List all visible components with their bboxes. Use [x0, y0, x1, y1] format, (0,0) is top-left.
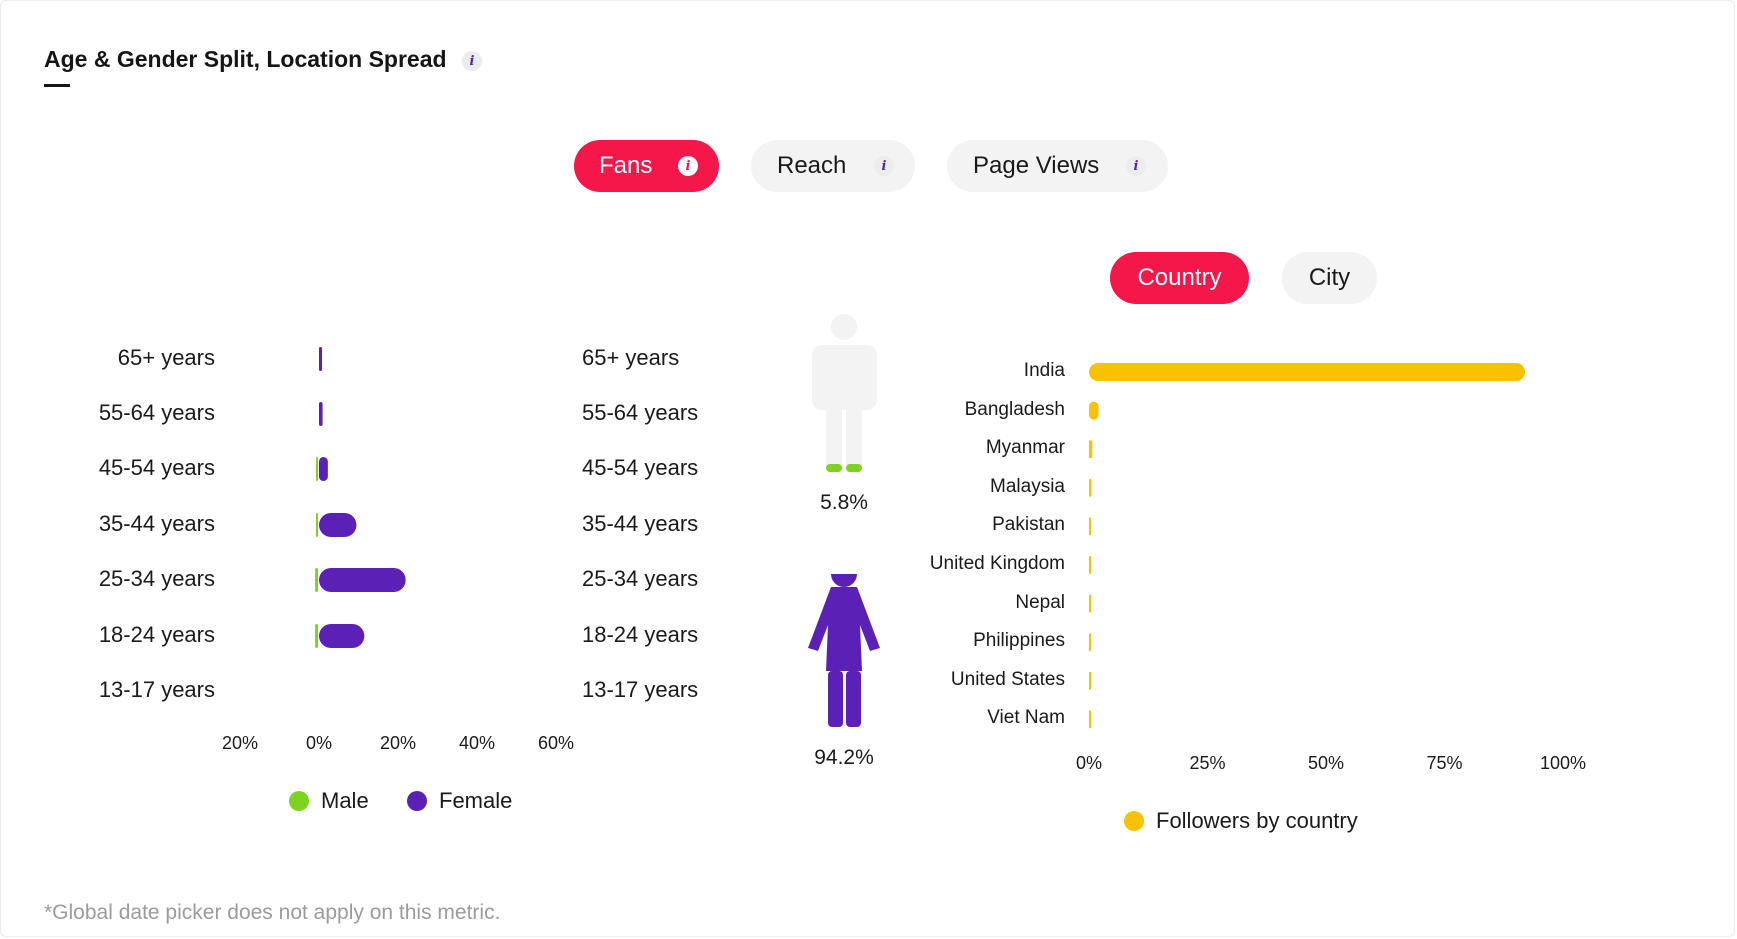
country-legend-dot — [1124, 811, 1144, 831]
country-axis-tick: 0% — [1075, 753, 1103, 773]
country-bar[interactable] — [1089, 401, 1099, 420]
male-figure-icon — [812, 314, 877, 472]
age-label-right: 65+ years — [582, 345, 680, 370]
country-bar[interactable] — [1089, 633, 1091, 652]
tab-country-label: Country — [1137, 264, 1222, 291]
female-percentage: 94.2% — [814, 746, 874, 769]
country-bar[interactable] — [1089, 556, 1091, 574]
age-axis-tick: 20% — [221, 733, 259, 753]
female-bar[interactable] — [319, 402, 323, 426]
male-legend-dot — [289, 791, 309, 811]
age-axis-tick: 40% — [458, 733, 496, 753]
male-bar[interactable] — [316, 457, 318, 481]
tab-country[interactable]: Country — [1110, 252, 1249, 304]
male-bar[interactable] — [316, 513, 318, 537]
male-percentage: 5.8% — [820, 491, 868, 514]
tab-page-views[interactable]: Page Views i — [947, 140, 1168, 192]
age-label-right: 35-44 years — [582, 511, 699, 536]
card-title: Age & Gender Split, Location Spread — [44, 46, 447, 72]
female-figure-icon — [808, 574, 880, 727]
tab-reach[interactable]: Reach i — [751, 140, 915, 192]
legend-country-label: Followers by country — [1156, 808, 1358, 833]
age-gender-bars — [315, 347, 406, 648]
country-label: Philippines — [973, 630, 1065, 652]
country-axis-tick: 50% — [1307, 753, 1345, 773]
tab-fans[interactable]: Fans i — [574, 140, 719, 192]
legend-female: Female — [407, 788, 512, 814]
title-info-icon[interactable]: i — [462, 51, 482, 71]
country-label: Nepal — [1015, 591, 1065, 613]
country-label: Bangladesh — [964, 398, 1065, 420]
country-label: United Kingdom — [929, 553, 1065, 574]
age-label-left: 13-17 years — [98, 677, 215, 702]
age-axis-tick: 60% — [537, 733, 575, 753]
male-bar[interactable] — [315, 624, 318, 648]
tab-city[interactable]: City — [1282, 252, 1377, 304]
title-underline — [44, 84, 70, 87]
tab-city-label: City — [1308, 264, 1351, 291]
country-bar[interactable] — [1089, 440, 1093, 459]
female-bar[interactable] — [319, 513, 357, 537]
country-bar[interactable] — [1089, 594, 1091, 613]
age-label-right: 13-17 years — [582, 677, 699, 702]
female-bar[interactable] — [319, 457, 328, 481]
tab-fans-label: Fans — [599, 152, 653, 179]
female-legend-dot — [407, 791, 427, 811]
age-label-left: 25-34 years — [98, 566, 215, 591]
legend-female-label: Female — [439, 788, 513, 813]
country-label: Malaysia — [990, 475, 1065, 497]
country-bar[interactable] — [1089, 710, 1091, 729]
country-axis-tick: 100% — [1539, 753, 1587, 773]
country-bar[interactable] — [1089, 478, 1092, 497]
fans-info-icon[interactable]: i — [678, 156, 698, 176]
age-label-right: 45-54 years — [582, 455, 699, 480]
tab-reach-label: Reach — [777, 152, 847, 179]
age-axis-tick: 0% — [305, 733, 333, 753]
age-label-left: 55-64 years — [98, 400, 215, 425]
age-label-right: 25-34 years — [582, 566, 699, 591]
female-bar[interactable] — [319, 347, 322, 371]
country-label: India — [1023, 360, 1065, 381]
country-bar[interactable] — [1089, 671, 1091, 690]
tab-page-views-label: Page Views — [973, 152, 1100, 179]
page-views-info-icon[interactable]: i — [1126, 156, 1146, 176]
age-label-left: 65+ years — [117, 345, 215, 370]
country-label: Viet Nam — [987, 707, 1065, 729]
age-axis-tick: 20% — [379, 733, 417, 753]
legend-male-label: Male — [321, 788, 369, 813]
country-bar[interactable] — [1089, 363, 1526, 381]
country-label: Pakistan — [992, 514, 1065, 536]
age-label-right: 18-24 years — [582, 622, 699, 647]
footnote: *Global date picker does not apply on th… — [44, 901, 501, 924]
country-axis-tick: 25% — [1189, 753, 1226, 773]
legend-male: Male — [289, 788, 369, 814]
female-bar[interactable] — [319, 624, 365, 648]
country-label: Myanmar — [985, 437, 1065, 459]
age-label-left: 18-24 years — [98, 622, 215, 647]
male-bar[interactable] — [315, 568, 318, 592]
reach-info-icon[interactable]: i — [874, 156, 894, 176]
age-label-left: 35-44 years — [98, 511, 215, 536]
country-bars — [1089, 363, 1526, 729]
age-label-left: 45-54 years — [98, 455, 215, 480]
country-axis-tick: 75% — [1426, 753, 1463, 773]
female-bar[interactable] — [319, 568, 406, 592]
country-bar[interactable] — [1089, 517, 1091, 536]
country-label: United States — [950, 668, 1065, 690]
legend-followers-by-country: Followers by country — [1124, 808, 1358, 834]
age-label-right: 55-64 years — [582, 400, 699, 425]
